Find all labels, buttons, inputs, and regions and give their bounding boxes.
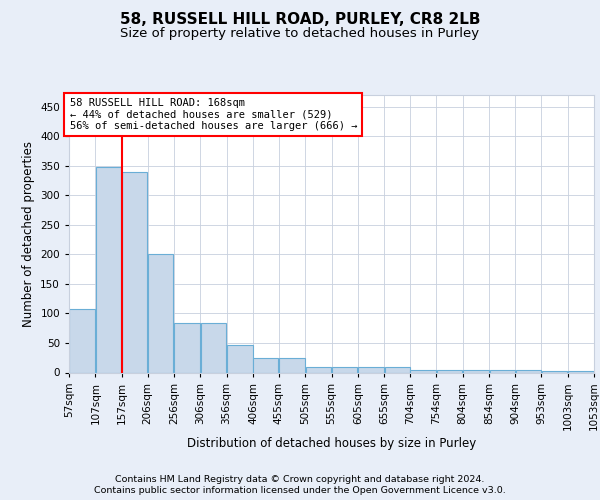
Text: Size of property relative to detached houses in Purley: Size of property relative to detached ho… (121, 28, 479, 40)
Text: Contains public sector information licensed under the Open Government Licence v3: Contains public sector information licen… (94, 486, 506, 495)
Bar (174, 324, 200, 372)
X-axis label: Distribution of detached houses by size in Purley: Distribution of detached houses by size … (187, 437, 476, 450)
Bar (200, 324, 226, 372)
Bar (490, 370, 515, 372)
Bar (148, 254, 173, 372)
Bar (595, 370, 600, 372)
Bar (463, 370, 489, 372)
Bar (437, 370, 463, 372)
Bar (122, 172, 147, 372)
Text: 58 RUSSELL HILL ROAD: 168sqm
← 44% of detached houses are smaller (529)
56% of s: 58 RUSSELL HILL ROAD: 168sqm ← 44% of de… (70, 98, 357, 131)
Bar (227, 345, 253, 372)
Bar (305, 366, 331, 372)
Bar (358, 366, 384, 372)
Bar (385, 366, 410, 372)
Bar (70, 310, 95, 372)
Y-axis label: Number of detached properties: Number of detached properties (22, 141, 35, 327)
Bar (542, 370, 567, 372)
Bar (568, 370, 593, 372)
Bar (253, 358, 278, 372)
Bar (332, 366, 358, 372)
Text: 58, RUSSELL HILL ROAD, PURLEY, CR8 2LB: 58, RUSSELL HILL ROAD, PURLEY, CR8 2LB (120, 12, 480, 28)
Bar (516, 370, 541, 372)
Text: Contains HM Land Registry data © Crown copyright and database right 2024.: Contains HM Land Registry data © Crown c… (115, 475, 485, 484)
Bar (96, 167, 121, 372)
Bar (410, 370, 436, 372)
Bar (279, 358, 305, 372)
